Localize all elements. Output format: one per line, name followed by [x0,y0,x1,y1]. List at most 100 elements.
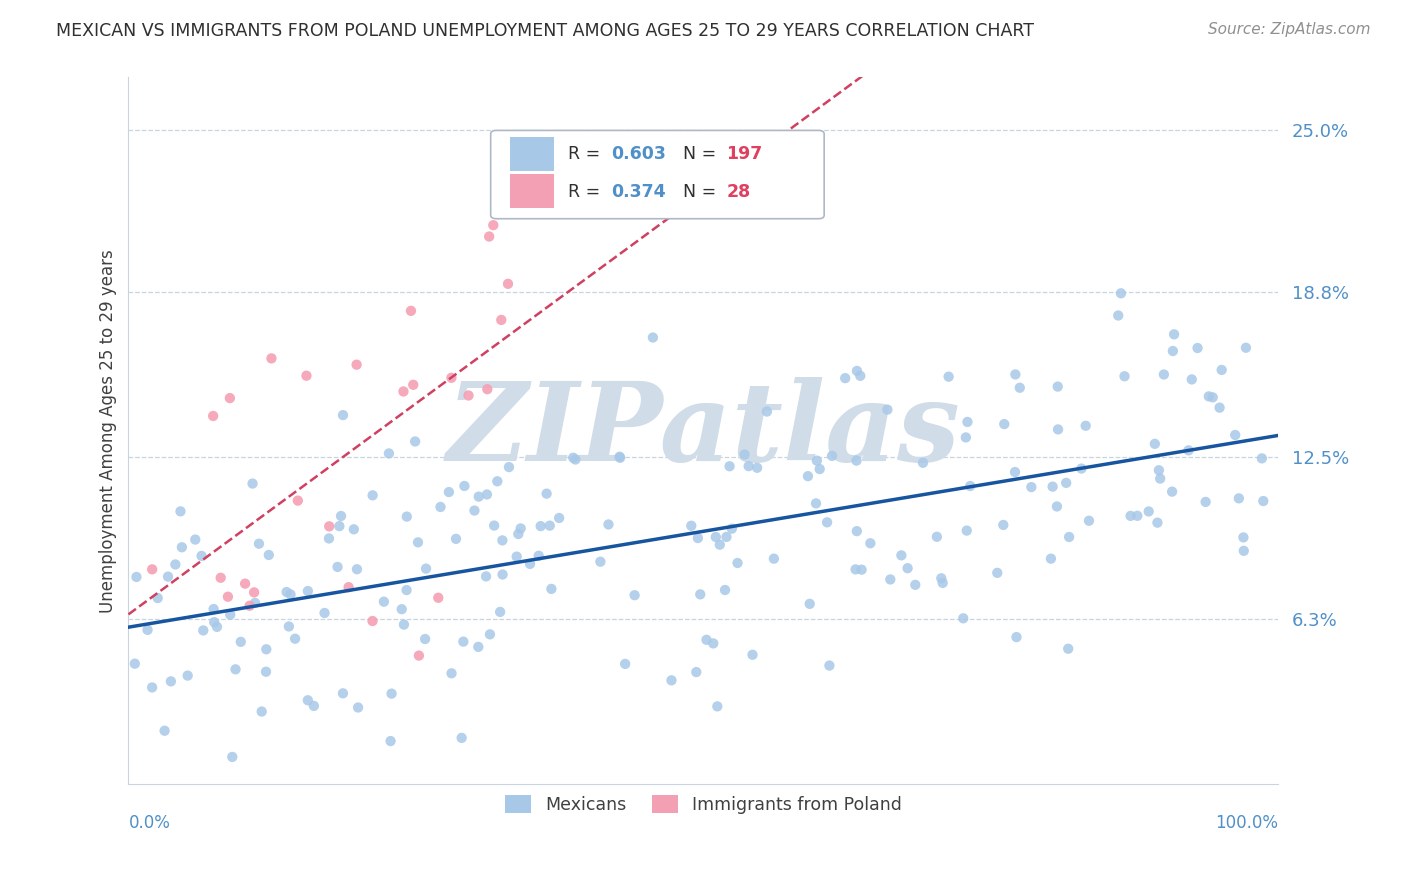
Point [609,450,631,465]
Point [242,476,264,491]
Point [1153,368,1175,382]
FancyBboxPatch shape [491,130,824,219]
Point [704,530,727,544]
Point [931,575,953,590]
Point [277,619,299,633]
Point [330,508,353,523]
Point [1114,369,1136,384]
Point [762,551,785,566]
Point [402,377,425,392]
Point [509,521,531,535]
Point [482,218,505,232]
Point [956,415,979,429]
Point [169,504,191,518]
Point [125,570,148,584]
Point [496,277,519,291]
Point [444,532,467,546]
Point [209,571,232,585]
Point [702,636,724,650]
Point [415,561,437,575]
Point [489,605,512,619]
Point [233,576,256,591]
Point [477,382,499,396]
Point [141,562,163,576]
Point [845,453,868,467]
Point [834,371,856,385]
Point [955,430,977,444]
Point [328,519,350,533]
Point [361,488,384,502]
Point [136,623,159,637]
Point [318,532,340,546]
Y-axis label: Unemployment Among Ages 25 to 29 years: Unemployment Among Ages 25 to 29 years [100,249,117,613]
Point [491,567,513,582]
Point [993,417,1015,431]
Point [254,642,277,657]
Point [897,561,920,575]
Point [505,202,527,216]
Point [849,368,872,383]
Point [623,588,645,602]
Point [755,404,778,418]
Point [1232,530,1254,544]
Point [491,313,513,327]
Point [1054,475,1077,490]
Text: 0.603: 0.603 [612,145,666,162]
Point [747,460,769,475]
Point [721,522,744,536]
Point [718,459,741,474]
Point [956,524,979,538]
Point [536,486,558,500]
Text: 28: 28 [727,183,751,201]
Point [217,590,239,604]
Point [519,557,541,571]
Point [1253,494,1275,508]
Point [287,493,309,508]
Point [184,533,207,547]
Point [1143,437,1166,451]
Point [302,698,325,713]
Point [806,453,828,467]
Point [276,585,298,599]
Point [614,657,637,671]
Point [408,648,430,663]
Point [685,665,707,679]
Point [297,693,319,707]
Point [343,522,366,536]
Point [1046,379,1069,393]
Point [468,490,491,504]
Point [221,750,243,764]
Point [392,384,415,399]
Point [1107,309,1129,323]
Point [243,585,266,599]
Point [538,518,561,533]
Point [337,580,360,594]
Point [141,681,163,695]
Point [1211,363,1233,377]
Point [686,531,709,545]
Point [1233,543,1256,558]
Point [1008,381,1031,395]
Point [491,533,513,548]
Point [1004,368,1026,382]
Point [482,518,505,533]
Point [741,648,763,662]
Point [146,591,169,605]
FancyBboxPatch shape [510,174,554,208]
Point [280,587,302,601]
Point [1039,551,1062,566]
Point [821,449,844,463]
Point [661,673,683,688]
Point [450,731,472,745]
Point [804,496,827,510]
Point [689,587,711,601]
Point [427,591,450,605]
Point [1208,401,1230,415]
Point [1202,390,1225,404]
Point [986,566,1008,580]
Point [239,599,262,613]
Point [257,548,280,562]
Point [1119,508,1142,523]
Point [1070,461,1092,475]
Text: 0.0%: 0.0% [128,814,170,832]
